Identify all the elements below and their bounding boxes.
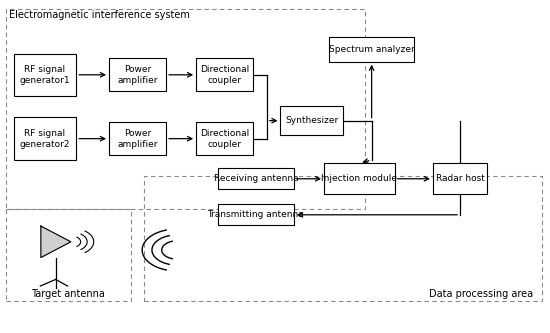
Text: Power
amplifier: Power amplifier (117, 65, 158, 85)
Text: RF signal
generator1: RF signal generator1 (20, 65, 70, 85)
FancyBboxPatch shape (433, 163, 487, 194)
Text: Spectrum analyzer: Spectrum analyzer (329, 45, 415, 54)
Text: Radar host: Radar host (436, 174, 485, 183)
Text: Data processing area: Data processing area (430, 289, 534, 299)
Text: RF signal
generator2: RF signal generator2 (20, 129, 70, 149)
FancyBboxPatch shape (14, 118, 76, 160)
FancyBboxPatch shape (196, 122, 253, 155)
FancyBboxPatch shape (329, 37, 414, 62)
Text: Directional
coupler: Directional coupler (200, 129, 249, 149)
Text: Power
amplifier: Power amplifier (117, 129, 158, 149)
FancyBboxPatch shape (14, 54, 76, 96)
FancyBboxPatch shape (280, 106, 343, 136)
FancyBboxPatch shape (196, 59, 253, 91)
Polygon shape (41, 226, 71, 257)
Text: Injection module: Injection module (321, 174, 398, 183)
Text: Target antenna: Target antenna (31, 289, 105, 299)
Text: Electromagnetic interference system: Electromagnetic interference system (9, 10, 190, 20)
Text: Synthesizer: Synthesizer (285, 116, 338, 125)
FancyBboxPatch shape (109, 122, 166, 155)
Text: Receiving antenna: Receiving antenna (213, 174, 298, 183)
FancyBboxPatch shape (109, 59, 166, 91)
FancyBboxPatch shape (218, 204, 294, 225)
FancyBboxPatch shape (218, 168, 294, 189)
Text: Transmitting antenna: Transmitting antenna (207, 210, 304, 219)
FancyBboxPatch shape (324, 163, 395, 194)
Text: Directional
coupler: Directional coupler (200, 65, 249, 85)
